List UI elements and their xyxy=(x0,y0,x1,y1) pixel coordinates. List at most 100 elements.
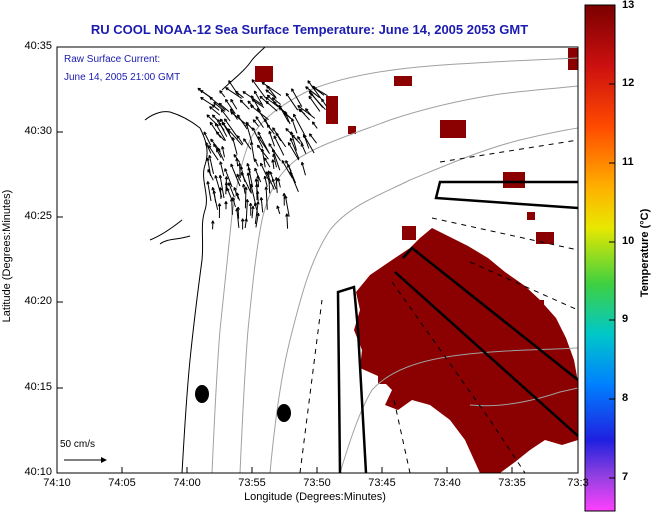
current-vector xyxy=(277,178,281,188)
current-vector-head xyxy=(226,187,230,192)
current-vector xyxy=(236,135,244,145)
current-vector-head xyxy=(251,205,255,210)
current-vector-head xyxy=(246,163,250,167)
current-vector xyxy=(218,102,230,112)
lat-tick-label: 40:35 xyxy=(24,40,52,52)
lon-tick-label: 73:35 xyxy=(498,477,526,489)
current-vector xyxy=(289,171,299,192)
current-vector xyxy=(251,206,254,219)
current-vector xyxy=(310,92,326,111)
current-vector xyxy=(219,118,228,130)
lon-tick-label: 74:10 xyxy=(43,477,71,489)
current-vector xyxy=(237,206,240,219)
current-vector-head xyxy=(235,90,239,95)
current-vector xyxy=(230,111,246,125)
current-vector xyxy=(232,197,236,208)
current-vector xyxy=(275,132,282,142)
current-vector xyxy=(236,192,241,201)
current-vector xyxy=(227,128,243,146)
current-vector-head xyxy=(223,118,228,122)
bathymetry-contours xyxy=(211,57,578,473)
current-vector xyxy=(260,162,271,184)
current-vector-head xyxy=(266,94,271,99)
current-vector-head xyxy=(217,119,221,123)
current-vector xyxy=(247,172,252,194)
current-vector-head xyxy=(219,118,224,123)
current-vector xyxy=(311,121,318,129)
legend-line-2: June 14, 2005 21:00 GMT xyxy=(64,72,181,83)
current-vector xyxy=(305,108,312,116)
current-vector xyxy=(287,142,300,161)
current-vector xyxy=(217,147,225,161)
current-vector-head xyxy=(235,208,239,212)
current-vector xyxy=(252,119,259,127)
current-vector-head xyxy=(252,119,257,123)
current-vector xyxy=(244,218,247,229)
current-vector xyxy=(273,135,285,156)
current-vector-head xyxy=(276,205,280,209)
current-vector-head xyxy=(285,160,289,164)
current-vector xyxy=(275,177,278,193)
current-vector xyxy=(224,168,233,188)
current-vector xyxy=(254,201,259,225)
current-vector xyxy=(214,122,227,141)
colorbar-ticks xyxy=(609,4,615,479)
sst-main-patch xyxy=(354,228,578,473)
colorbar-tick-label: 12 xyxy=(622,77,635,89)
current-vector xyxy=(225,99,236,115)
current-vector-head xyxy=(244,218,248,222)
current-vector-head xyxy=(225,87,229,91)
current-vector-head xyxy=(256,201,260,205)
current-vector-head xyxy=(299,108,303,113)
current-vector-head xyxy=(206,157,210,161)
current-vector xyxy=(242,184,246,194)
current-vector-head xyxy=(249,183,254,188)
current-vector-head xyxy=(210,138,214,143)
current-vector-head xyxy=(275,132,279,136)
current-vector xyxy=(211,104,220,111)
current-vector-head xyxy=(292,113,297,118)
current-vector-head xyxy=(289,137,294,142)
current-vector xyxy=(311,85,328,97)
current-vector-head xyxy=(300,161,305,166)
current-vector xyxy=(208,155,214,175)
legend-line-1: Raw Surface Current: xyxy=(64,54,161,65)
current-vector-head xyxy=(206,114,210,118)
current-vector xyxy=(289,138,300,160)
current-vector xyxy=(236,158,239,167)
current-vector-head xyxy=(287,163,291,168)
current-vector xyxy=(286,213,289,229)
current-vector xyxy=(235,90,244,99)
current-vector xyxy=(231,198,233,215)
current-vector-head xyxy=(251,79,255,83)
lon-tick-label: 74:00 xyxy=(173,477,201,489)
lon-tick-label: 74:05 xyxy=(108,477,136,489)
current-vector-head xyxy=(265,171,269,175)
current-vector-head xyxy=(239,166,244,170)
current-vector xyxy=(219,161,225,177)
current-vector-head xyxy=(211,187,215,191)
current-vector xyxy=(303,133,310,149)
x-axis-title: Longitude (Degrees:Minutes) xyxy=(244,491,386,503)
current-vector xyxy=(264,176,268,188)
current-vector-head xyxy=(203,131,207,135)
current-vector-head xyxy=(240,172,244,176)
current-vector xyxy=(300,143,307,154)
buoy-marker xyxy=(277,404,291,422)
colorbar-tick-label: 10 xyxy=(622,235,635,247)
lon-tick-label: 73:40 xyxy=(433,477,461,489)
current-vector xyxy=(209,96,226,111)
current-vector-head xyxy=(297,136,301,140)
lat-tick-label: 40:20 xyxy=(24,295,52,307)
current-vector-head xyxy=(264,186,268,190)
axis-ticks xyxy=(56,46,513,474)
current-vector-head xyxy=(271,97,276,101)
current-vector xyxy=(208,145,219,161)
current-vector-head xyxy=(217,203,222,207)
current-vector-head xyxy=(197,87,201,92)
current-vector xyxy=(219,90,226,98)
current-vector-head xyxy=(240,218,245,222)
sst-warm-patches xyxy=(255,48,578,473)
current-vector-head xyxy=(253,90,258,94)
current-vector-head xyxy=(273,101,277,105)
